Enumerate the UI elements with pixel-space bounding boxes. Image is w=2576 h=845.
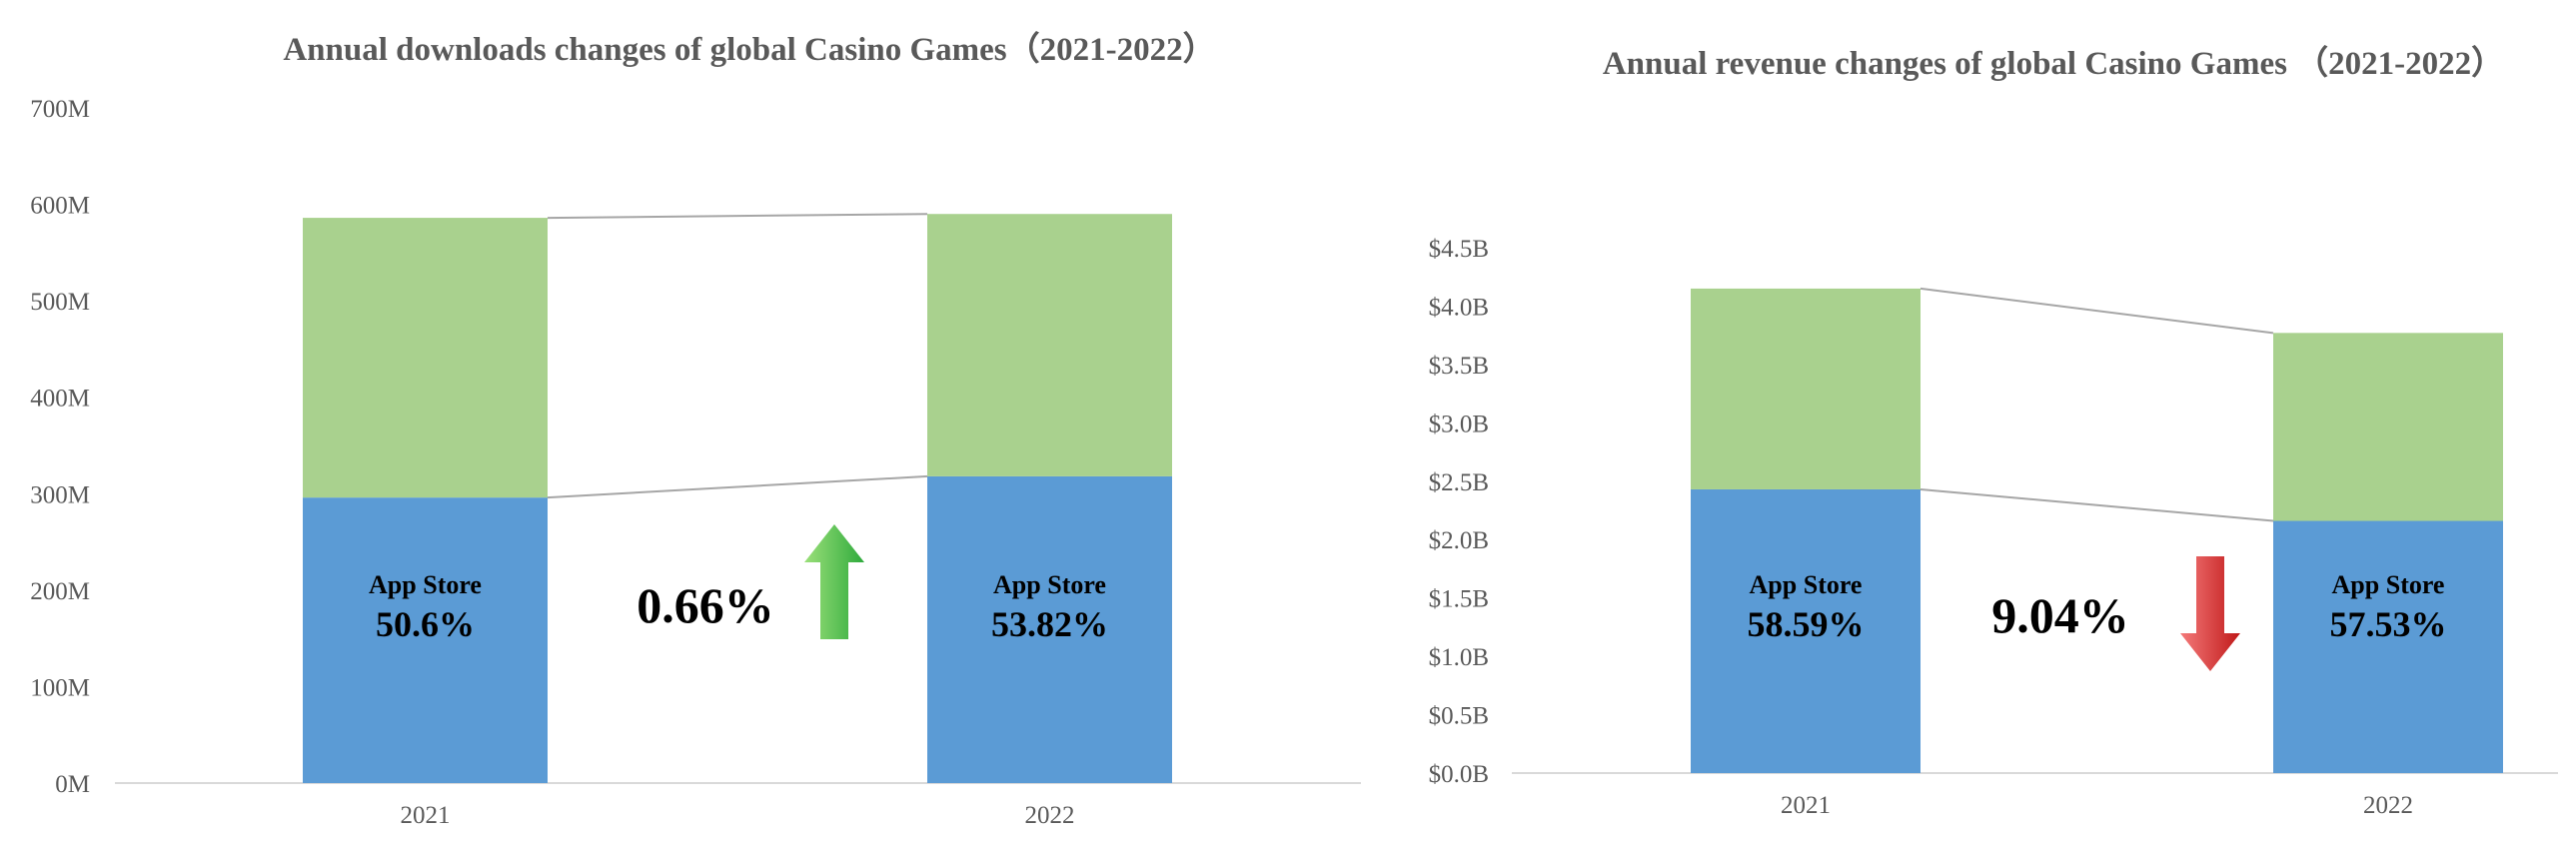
- y-tick-label: $0.0B: [1429, 761, 1489, 788]
- bar-store-label: App Store: [2332, 570, 2445, 599]
- bar-segment-other-2021: [303, 218, 548, 498]
- y-tick-label: 200M: [30, 578, 90, 605]
- bar-share-label: 50.6%: [376, 604, 475, 644]
- bar-segment-app-store-2021: [303, 497, 548, 783]
- chart-panel-1: Annual downloads changes of global Casin…: [30, 31, 1361, 829]
- bar-segment-other-2022: [927, 214, 1172, 476]
- y-tick-label: $2.0B: [1429, 527, 1489, 554]
- connector-line-upper: [547, 213, 928, 220]
- connector-line-lower: [1920, 487, 2274, 522]
- change-percentage: 9.04%: [1991, 587, 2129, 643]
- bar-store-label: App Store: [1750, 570, 1863, 599]
- y-tick-label: $0.5B: [1429, 703, 1489, 730]
- y-tick-label: 700M: [30, 96, 90, 123]
- y-tick-label: 300M: [30, 481, 90, 508]
- arrow-down-icon: [2180, 556, 2240, 671]
- bar-segment-other-2021: [1691, 288, 1921, 489]
- y-tick-label: 500M: [30, 289, 90, 316]
- bar-share-label: 57.53%: [2330, 604, 2447, 644]
- y-tick-label: 400M: [30, 386, 90, 413]
- y-tick-label: $3.0B: [1429, 411, 1489, 437]
- x-tick-label: 2022: [2363, 792, 2413, 819]
- bar-store-label: App Store: [369, 570, 482, 599]
- bar-segment-app-store-2022: [927, 475, 1172, 783]
- y-tick-label: $4.0B: [1429, 294, 1489, 321]
- y-tick-label: $1.0B: [1429, 644, 1489, 671]
- y-tick-label: $2.5B: [1429, 469, 1489, 496]
- bar-segment-other-2022: [2273, 333, 2503, 521]
- bar-segment-app-store-2021: [1691, 488, 1921, 773]
- chart-title: Annual downloads changes of global Casin…: [283, 31, 1215, 68]
- arrow-up-icon: [804, 524, 864, 639]
- change-percentage: 0.66%: [637, 577, 774, 633]
- bar-share-label: 58.59%: [1748, 604, 1865, 644]
- x-tick-label: 2021: [1781, 792, 1831, 819]
- bar-share-label: 53.82%: [991, 604, 1108, 644]
- x-tick-label: 2022: [1025, 802, 1075, 829]
- chart-panel-2: Annual revenue changes of global Casino …: [1429, 45, 2558, 819]
- y-tick-label: $3.5B: [1429, 353, 1489, 380]
- y-tick-label: $1.5B: [1429, 586, 1489, 613]
- bar-segment-app-store-2022: [2273, 520, 2503, 773]
- bar-store-label: App Store: [993, 570, 1106, 599]
- chart-title: Annual revenue changes of global Casino …: [1603, 45, 2504, 82]
- y-tick-label: $4.5B: [1429, 236, 1489, 263]
- y-tick-label: 100M: [30, 674, 90, 701]
- connector-line-upper: [1920, 287, 2274, 335]
- y-tick-label: 600M: [30, 193, 90, 220]
- y-tick-label: 0M: [55, 771, 90, 798]
- x-tick-label: 2021: [401, 802, 451, 829]
- connector-line-lower: [547, 474, 928, 499]
